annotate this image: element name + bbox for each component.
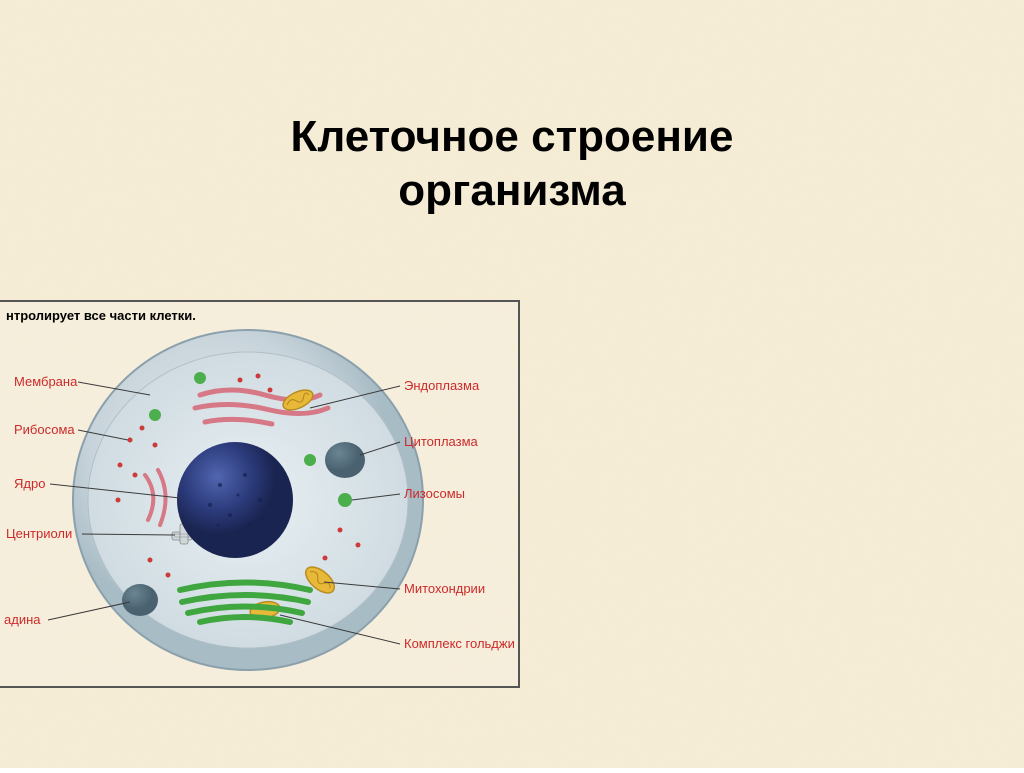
label-cytoplasm: Цитоплазма [404, 434, 478, 449]
label-golgi: Комплекс гольджи [404, 636, 515, 651]
title-line-1: Клеточное строение [0, 110, 1024, 164]
label-nucleus: Ядро [14, 476, 45, 491]
vacuole-1 [325, 442, 365, 478]
label-ribosome: Рибосома [14, 422, 75, 437]
slide-title: Клеточное строение организма [0, 110, 1024, 218]
label-membrane: Мембрана [14, 374, 77, 389]
title-line-2: организма [0, 164, 1024, 218]
label-lysosome: Лизосомы [404, 486, 465, 501]
partial-caption-vpadina: адина [4, 612, 41, 627]
label-endoplasm: Эндоплазма [404, 378, 479, 393]
nucleus-organelle [177, 442, 293, 558]
vacuole-2 [122, 584, 158, 616]
label-mitochondria: Митохондрии [404, 581, 485, 596]
label-centriole: Центриоли [6, 526, 72, 541]
